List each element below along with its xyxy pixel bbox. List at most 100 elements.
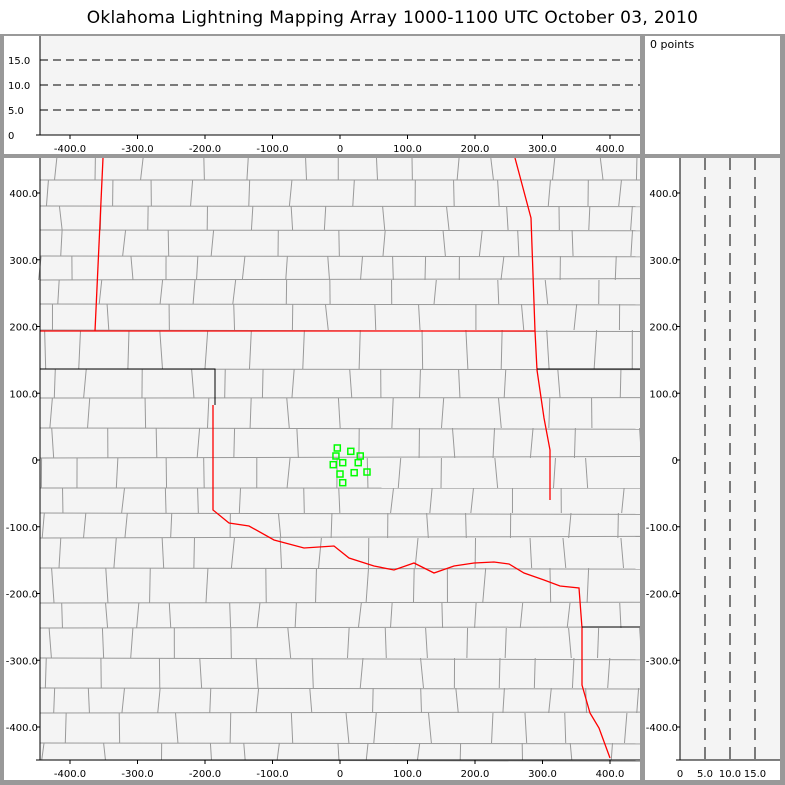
x-tick-label: 0 — [337, 769, 343, 780]
county-line — [374, 303, 377, 331]
county-line — [277, 512, 282, 539]
y-tick-label: 0 — [32, 456, 38, 467]
county-line — [506, 205, 509, 231]
county-line — [440, 397, 445, 429]
county-line — [346, 627, 350, 659]
county-line — [392, 255, 394, 281]
county-line — [196, 427, 201, 459]
county-line — [424, 255, 427, 281]
county-line — [623, 712, 628, 744]
county-line — [279, 537, 283, 569]
county-line — [168, 602, 172, 629]
county-line — [412, 567, 415, 604]
x-tick-label: 10.0 — [719, 769, 741, 780]
county-line — [113, 537, 117, 569]
county-line — [161, 537, 165, 569]
plot-area — [680, 158, 780, 760]
county-line — [98, 279, 103, 305]
county-line — [337, 397, 341, 429]
county-line — [636, 687, 640, 714]
lightning-source-marker — [363, 468, 371, 476]
county-line — [53, 687, 56, 714]
county-line — [524, 712, 528, 744]
y-tick-label: 200.0 — [9, 323, 38, 334]
county-line — [48, 627, 52, 659]
county-line — [619, 368, 622, 399]
county-line — [599, 157, 604, 181]
county-line — [233, 427, 236, 459]
x-tick-label: 0 — [677, 769, 683, 780]
county-line — [375, 157, 379, 181]
county-line — [619, 602, 622, 629]
points-count: 0 points — [650, 38, 695, 51]
county-line — [256, 602, 261, 629]
y-tick-label: -100.0 — [646, 523, 678, 534]
county-line — [416, 742, 421, 761]
county-line — [566, 602, 571, 629]
county-line — [288, 179, 293, 207]
county-line — [203, 457, 205, 489]
y-tick-label: 400.0 — [9, 189, 38, 200]
county-line — [286, 397, 290, 429]
county-line — [564, 712, 567, 744]
county-line — [149, 567, 151, 604]
x-tick-label: -200.0 — [189, 144, 221, 154]
county-line — [276, 742, 280, 761]
county-line — [503, 368, 507, 399]
county-line — [420, 687, 422, 714]
county-line — [389, 602, 393, 629]
county-line — [41, 742, 45, 761]
x-tick-label: 300.0 — [528, 769, 557, 780]
county-line — [204, 329, 209, 370]
county-line — [358, 329, 361, 370]
y-tick-label: -200.0 — [646, 590, 678, 601]
county-line — [390, 487, 395, 514]
county-line — [338, 487, 341, 514]
county-line — [39, 687, 641, 690]
plan-view-map[interactable]: -400.0 -300.0 -200.0 -100.0 0 100.0 200.0 300.0… — [4, 157, 643, 780]
county-line — [144, 397, 147, 429]
county-line — [465, 512, 467, 539]
county-line — [101, 627, 105, 659]
info-panel — [645, 36, 780, 154]
county-line — [349, 368, 353, 399]
county-line — [44, 329, 47, 370]
county-line — [585, 457, 589, 489]
county-line — [192, 279, 196, 305]
county-line — [39, 455, 641, 459]
state-border — [212, 405, 611, 759]
county-line — [490, 157, 494, 181]
county-line — [470, 487, 474, 514]
county-line — [191, 368, 195, 399]
county-line — [442, 229, 446, 257]
county-line — [421, 329, 424, 370]
county-line — [249, 397, 252, 429]
y-tick-label: -300.0 — [6, 656, 38, 667]
county-line — [311, 657, 314, 689]
x-tick-label: -200.0 — [189, 769, 221, 780]
county-line — [373, 712, 377, 744]
county-line — [365, 742, 369, 761]
county-line — [573, 427, 576, 459]
county-line — [533, 657, 536, 689]
county-line — [229, 712, 232, 744]
altitude-vs-x-panel: 0 5.0 10.0 15.0 -400.0 -300.0 -200.0 -100.0 0 100… — [4, 36, 640, 155]
x-tick-label: 200.0 — [461, 144, 490, 154]
county-line — [121, 687, 126, 714]
county-line — [83, 368, 87, 399]
county-line — [127, 329, 130, 370]
county-line — [41, 512, 45, 539]
county-line — [83, 512, 87, 539]
y-tick-label: 100.0 — [9, 389, 38, 400]
county-line — [159, 279, 164, 305]
county-line — [296, 427, 299, 459]
county-line — [458, 368, 461, 399]
county-line — [562, 537, 567, 569]
county-line — [453, 179, 455, 207]
county-line — [445, 205, 450, 231]
x-tick-label: 400.0 — [596, 144, 625, 154]
altitude-x-plot: 0 5.0 10.0 15.0 -400.0 -300.0 -200.0 -100.0 0 100… — [8, 36, 640, 155]
county-line — [303, 487, 305, 514]
y-tick-label: 5.0 — [8, 106, 24, 117]
county-line — [39, 229, 641, 232]
